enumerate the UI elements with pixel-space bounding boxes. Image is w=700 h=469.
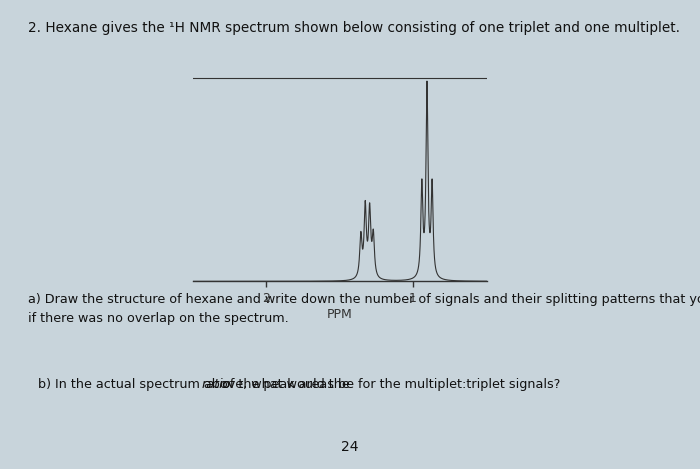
X-axis label: PPM: PPM [327, 308, 352, 321]
Text: of the peak areas be for the multiplet:triplet signals?: of the peak areas be for the multiplet:t… [218, 378, 561, 391]
Text: 2. Hexane gives the ¹H NMR spectrum shown below consisting of one triplet and on: 2. Hexane gives the ¹H NMR spectrum show… [28, 21, 680, 35]
Text: a) Draw the structure of hexane and write down the number of signals and their s: a) Draw the structure of hexane and writ… [28, 293, 700, 306]
Text: b) In the actual spectrum above, what would the: b) In the actual spectrum above, what wo… [38, 378, 354, 391]
Text: ratio: ratio [202, 378, 231, 391]
Text: if there was no overlap on the spectrum.: if there was no overlap on the spectrum. [28, 312, 288, 325]
Text: 24: 24 [342, 440, 358, 454]
